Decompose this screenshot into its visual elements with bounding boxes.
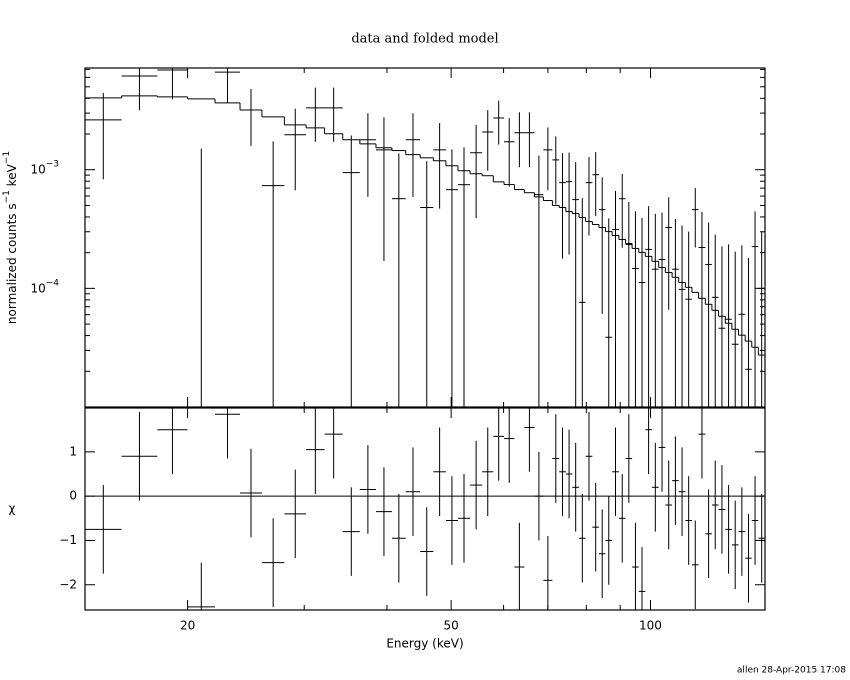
bottom-plot: [85, 408, 765, 610]
y-tick-exponent: −3: [46, 159, 59, 169]
y-tick-label: −1: [59, 533, 77, 547]
plot-frame: [84, 67, 766, 408]
x-tick-label: 100: [639, 619, 662, 633]
y-tick-exponent: −4: [46, 278, 60, 288]
footer: allen 28-Apr-2015 17:08: [737, 666, 846, 676]
x-tick-label: 50: [443, 619, 458, 633]
y-tick-label: 1: [69, 444, 77, 458]
x-axis-label: Energy (keV): [386, 637, 463, 651]
y-tick-label: 10−3: [30, 159, 59, 176]
y-tick-base: 10: [30, 281, 45, 295]
y-tick-label: −2: [59, 577, 77, 591]
y-tick-label: 0: [69, 489, 77, 503]
y-tick-label: 10−4: [30, 278, 59, 295]
plot-frame: [84, 407, 766, 611]
x-tick-label: 20: [180, 619, 195, 633]
y-axis-label-part: keV: [5, 163, 19, 190]
y-axis-label-exponent: −1: [2, 151, 12, 164]
y-axis-label-exponent: −1: [2, 190, 12, 203]
chart-title: data and folded model: [351, 32, 498, 47]
y-axis-label-part: normalized counts s: [5, 203, 19, 324]
y-axis-label: normalized counts s−1 keV−1: [2, 151, 19, 324]
top-plot: [85, 68, 765, 407]
y-axis-label: χ: [9, 502, 16, 516]
y-tick-base: 10: [30, 162, 45, 176]
